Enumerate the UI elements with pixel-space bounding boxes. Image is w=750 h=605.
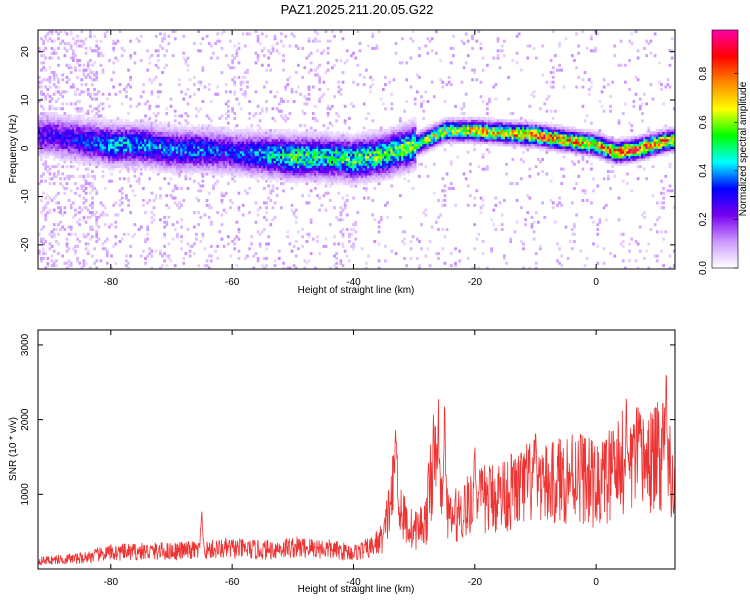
spectrogram-y-axis-label: Frequency (Hz): [8, 115, 19, 184]
snr-frame: [38, 330, 675, 569]
colorbar-gradient: [712, 30, 738, 268]
spectrogram-y-tick-label: -10: [20, 189, 31, 204]
snr-y-ticks: 1000 2000 3000: [20, 333, 675, 505]
colorbar-tick-label: 0.8: [698, 66, 709, 80]
spectrogram-y-tick-label: -20: [20, 237, 31, 252]
spectrogram-x-tick-label: -80: [104, 277, 119, 288]
snr-x-axis-label: Height of straight line (km): [298, 584, 415, 595]
colorbar-tick-label: 0.2: [698, 212, 709, 226]
snr-x-tick-label: -80: [104, 577, 119, 588]
spectrogram-heatmap: [38, 30, 678, 270]
spectrogram-x-tick-label: 0: [593, 277, 599, 288]
snr-x-tick-label: -60: [225, 577, 240, 588]
snr-series-line: [38, 375, 675, 565]
snr-y-tick-label: 1000: [20, 483, 31, 506]
colorbar-label: Normalized spectral amplitude: [738, 81, 749, 216]
spectrogram-x-tick-label: -20: [468, 277, 483, 288]
snr-y-axis-label: SNR (10 * v/v): [8, 417, 19, 481]
snr-x-tick-label: 0: [593, 577, 599, 588]
spectrogram-y-tick-label: 20: [20, 46, 31, 58]
colorbar-tick-label: 0.0: [698, 261, 709, 275]
snr-y-tick-label: 3000: [20, 333, 31, 356]
colorbar-tick-label: 0.4: [698, 163, 709, 177]
colorbar: 0.0 0.2 0.4 0.6 0.8 Normalized spectral ampl…: [698, 30, 749, 275]
snr-x-tick-label: -20: [468, 577, 483, 588]
snr-y-tick-label: 2000: [20, 408, 31, 431]
spectrogram-y-tick-label: 10: [20, 94, 31, 106]
spectrogram-x-axis-label: Height of straight line (km): [298, 285, 415, 296]
spectrogram-cells: [38, 30, 678, 270]
figure-title: PAZ1.2025.211.20.05.G22: [281, 2, 434, 17]
colorbar-tick-label: 0.6: [698, 115, 709, 129]
spectrogram-x-tick-label: -60: [225, 277, 240, 288]
spectrogram-y-tick-label: 0: [20, 145, 31, 151]
